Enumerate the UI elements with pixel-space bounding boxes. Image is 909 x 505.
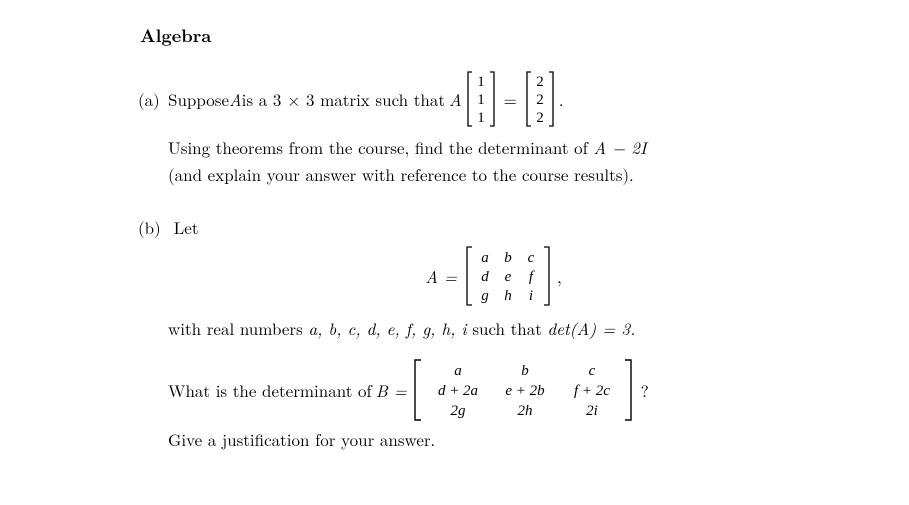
text: with real numbers <box>168 316 308 340</box>
vars: a, b, c, d, e, f, g, h, i <box>308 316 466 340</box>
m: d <box>481 269 489 285</box>
B-eq: B = <box>376 379 407 402</box>
part-a: (a) Suppose A is a 3 × 3 matrix such tha… <box>140 70 819 186</box>
A-eq-lead: A = <box>425 265 457 288</box>
vector-right: 2 2 2 <box>525 70 555 128</box>
m: 2i <box>586 403 598 419</box>
text: What is the determinant of <box>168 379 372 402</box>
eq-A: A <box>449 88 462 111</box>
m: e + 2b <box>505 383 545 399</box>
v: 2 <box>536 74 544 90</box>
m: i <box>529 288 533 304</box>
qmark: ? <box>641 379 649 402</box>
m: e <box>505 269 512 285</box>
part-b-q: What is the determinant of B = a b c d +… <box>168 358 819 422</box>
part-b-label: (b) <box>138 216 168 239</box>
section-title: Algebra <box>140 24 819 48</box>
var-A: A <box>229 88 242 111</box>
m: h <box>504 288 512 304</box>
m: a <box>481 250 489 266</box>
equation-a1: A 1 1 1 = 2 2 2 . <box>449 70 564 128</box>
part-a-line2: Using theorems from the course, find the… <box>168 136 819 159</box>
part-a-line3: (and explain your answer with reference … <box>168 163 819 186</box>
matrix-A-eq: A = a b c d e f g h i <box>168 245 819 307</box>
text: (and explain your answer with reference … <box>168 162 634 186</box>
m: 2g <box>450 403 466 419</box>
text: Let <box>174 215 199 239</box>
text: Suppose <box>168 88 229 111</box>
m: c <box>528 250 535 266</box>
equals: = <box>504 88 517 111</box>
detA: det(A) = 3. <box>548 316 636 340</box>
part-b: (b) Let A = a b c d e f g h <box>140 216 819 451</box>
m: a <box>454 363 462 379</box>
m: g <box>481 288 489 304</box>
v: 2 <box>536 110 544 126</box>
matrix-A: a b c d e f g h i <box>465 245 551 307</box>
page: Algebra (a) Suppose A is a 3 × 3 matrix … <box>0 0 909 451</box>
m: f + 2c <box>574 383 610 399</box>
expr: A − 2I <box>593 135 646 159</box>
part-a-label: (a) <box>138 88 168 111</box>
text: such that <box>467 316 548 340</box>
vector-left: 1 1 1 <box>466 70 496 128</box>
part-b-t1: with real numbers a, b, c, d, e, f, g, h… <box>168 317 819 340</box>
m: b <box>521 363 529 379</box>
v: 1 <box>477 110 485 126</box>
matrix-B: a b c d + 2a e + 2b f + 2c 2g 2h 2i <box>413 358 633 422</box>
text: is a 3 × 3 matrix such that <box>242 88 445 111</box>
m: d + 2a <box>438 383 478 399</box>
m: c <box>588 363 595 379</box>
v: 2 <box>536 92 544 108</box>
m: f <box>529 269 535 285</box>
v: 1 <box>477 92 485 108</box>
text: Using theorems from the course, find the… <box>168 135 593 159</box>
v: 1 <box>477 74 485 90</box>
m: b <box>504 250 512 266</box>
part-b-just: Give a justification for your answer. <box>168 428 819 451</box>
part-a-line1: (a) Suppose A is a 3 × 3 matrix such tha… <box>168 70 819 128</box>
tail: , <box>557 265 562 288</box>
dot: . <box>559 88 564 111</box>
part-b-let: (b) Let <box>168 216 819 239</box>
m: 2h <box>517 403 532 419</box>
